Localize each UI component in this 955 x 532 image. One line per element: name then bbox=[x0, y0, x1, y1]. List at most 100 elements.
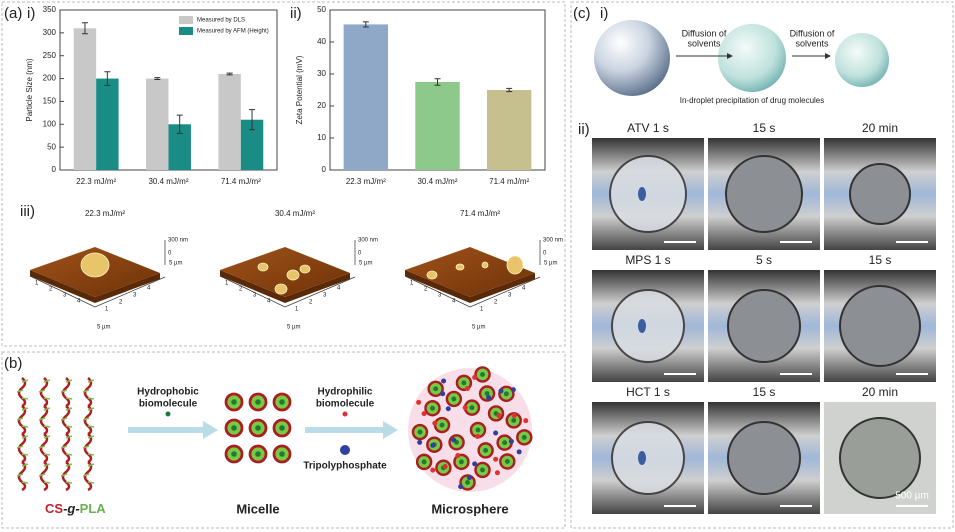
afm-feature bbox=[257, 262, 269, 272]
afm-tick: 4 bbox=[452, 299, 456, 305]
polymer-chain bbox=[83, 433, 93, 464]
micelle-core bbox=[433, 386, 439, 392]
polymer-chain bbox=[39, 405, 49, 436]
polymer-graft bbox=[60, 435, 73, 456]
micelle-core bbox=[279, 399, 285, 405]
polymer-graft bbox=[82, 379, 95, 400]
y-tick-label: 30 bbox=[317, 69, 326, 78]
x-tick-label: 22.3 mJ/m² bbox=[76, 177, 116, 186]
afm-tick: 2 bbox=[309, 300, 313, 306]
x-tick-label: 22.3 mJ/m² bbox=[346, 177, 386, 186]
tpp bbox=[440, 391, 446, 397]
polymer-chain bbox=[17, 461, 27, 492]
panel-label: iii) bbox=[20, 203, 35, 220]
droplet bbox=[727, 421, 801, 495]
bar bbox=[240, 119, 264, 170]
tpp bbox=[475, 433, 481, 439]
legend-label: Measured by AFM (Height) bbox=[197, 29, 269, 35]
bar bbox=[218, 74, 241, 170]
afm-xy-label: 5 µm bbox=[97, 325, 110, 331]
droplet bbox=[725, 155, 803, 233]
tpp bbox=[493, 430, 499, 436]
bar bbox=[73, 28, 97, 170]
bar bbox=[343, 24, 389, 171]
afm-tick: 3 bbox=[253, 293, 257, 299]
micelle-core bbox=[279, 451, 285, 457]
afm-tick: 3 bbox=[323, 293, 327, 299]
tpp bbox=[511, 413, 517, 419]
micelle-core bbox=[461, 380, 467, 386]
afm-side bbox=[30, 270, 160, 303]
y-tick-label: 0 bbox=[322, 165, 327, 174]
scheme-text: Diffusion of bbox=[682, 28, 727, 38]
polymer-graft bbox=[38, 435, 51, 456]
micelle-core bbox=[451, 396, 457, 402]
y-axis-label: Particle Size (nm) bbox=[25, 58, 34, 121]
tpp bbox=[432, 420, 438, 426]
polymer-graft bbox=[16, 435, 29, 456]
tpp bbox=[493, 456, 499, 462]
micelle-core bbox=[521, 434, 527, 440]
micelle-core bbox=[483, 447, 489, 453]
afm-xy-label: 5 µm bbox=[169, 261, 182, 267]
afm-feature bbox=[299, 264, 311, 274]
error-bar bbox=[362, 21, 369, 28]
micelle-core bbox=[469, 405, 475, 411]
bar bbox=[146, 78, 169, 170]
afm-tick: 4 bbox=[337, 286, 341, 292]
tpp bbox=[472, 461, 478, 467]
y-tick-label: 150 bbox=[43, 97, 57, 106]
afm-tick: 2 bbox=[239, 287, 243, 293]
error-bar bbox=[506, 87, 513, 93]
micelle-core bbox=[231, 425, 237, 431]
biomolecule-icon bbox=[342, 411, 348, 417]
afm-feature bbox=[286, 269, 300, 281]
scheme-text: Micelle bbox=[236, 501, 279, 516]
micrograph-label: 15 s bbox=[753, 385, 776, 399]
bar bbox=[168, 124, 191, 170]
afm-z-label: 0 bbox=[543, 251, 547, 257]
micrograph-label: 20 min bbox=[862, 385, 898, 399]
tpp bbox=[455, 452, 461, 458]
afm-tick: 1 bbox=[35, 281, 39, 287]
afm-tick: 1 bbox=[105, 307, 109, 313]
micelle-core bbox=[430, 405, 435, 411]
micelle-core bbox=[417, 429, 423, 435]
error-bar bbox=[81, 22, 88, 35]
scheme-text: In-droplet precipitation of drug molecul… bbox=[680, 96, 825, 105]
polymer-graft bbox=[82, 463, 95, 484]
droplet bbox=[849, 163, 911, 225]
polymer-graft bbox=[60, 379, 73, 400]
drug-spot bbox=[638, 319, 646, 333]
tpp bbox=[498, 388, 504, 394]
scheme-text: solvents bbox=[687, 38, 721, 48]
polymer-name: CS-g-PLA bbox=[45, 501, 106, 516]
afm-title: 22.3 mJ/m² bbox=[85, 209, 125, 218]
polymer-chain bbox=[61, 405, 71, 436]
afm-tick: 4 bbox=[77, 299, 81, 305]
afm-axes bbox=[404, 240, 541, 308]
afm-tick: 2 bbox=[424, 287, 428, 293]
tpp bbox=[510, 387, 516, 393]
afm-xy-label: 5 µm bbox=[544, 261, 557, 267]
x-tick-label: 71.4 mJ/m² bbox=[489, 177, 529, 186]
polymer-chain bbox=[61, 461, 71, 492]
afm-z-label: 0 bbox=[168, 251, 172, 257]
polymer-chain bbox=[83, 405, 93, 436]
tpp bbox=[445, 406, 451, 412]
polymer-graft bbox=[82, 435, 95, 456]
panel-label: i) bbox=[27, 5, 35, 22]
polymer-chain bbox=[39, 433, 49, 464]
tpp bbox=[486, 395, 492, 401]
micelle-core bbox=[255, 425, 261, 431]
tpp bbox=[523, 418, 529, 424]
y-tick-label: 50 bbox=[317, 5, 326, 14]
arrow-head bbox=[203, 421, 218, 439]
scheme-text: Hydrophobic bbox=[137, 387, 199, 398]
droplet bbox=[835, 33, 889, 87]
tpp bbox=[472, 374, 478, 380]
tpp bbox=[441, 378, 447, 384]
droplet bbox=[839, 285, 921, 367]
tpp bbox=[494, 470, 500, 476]
afm-axes bbox=[219, 240, 356, 308]
